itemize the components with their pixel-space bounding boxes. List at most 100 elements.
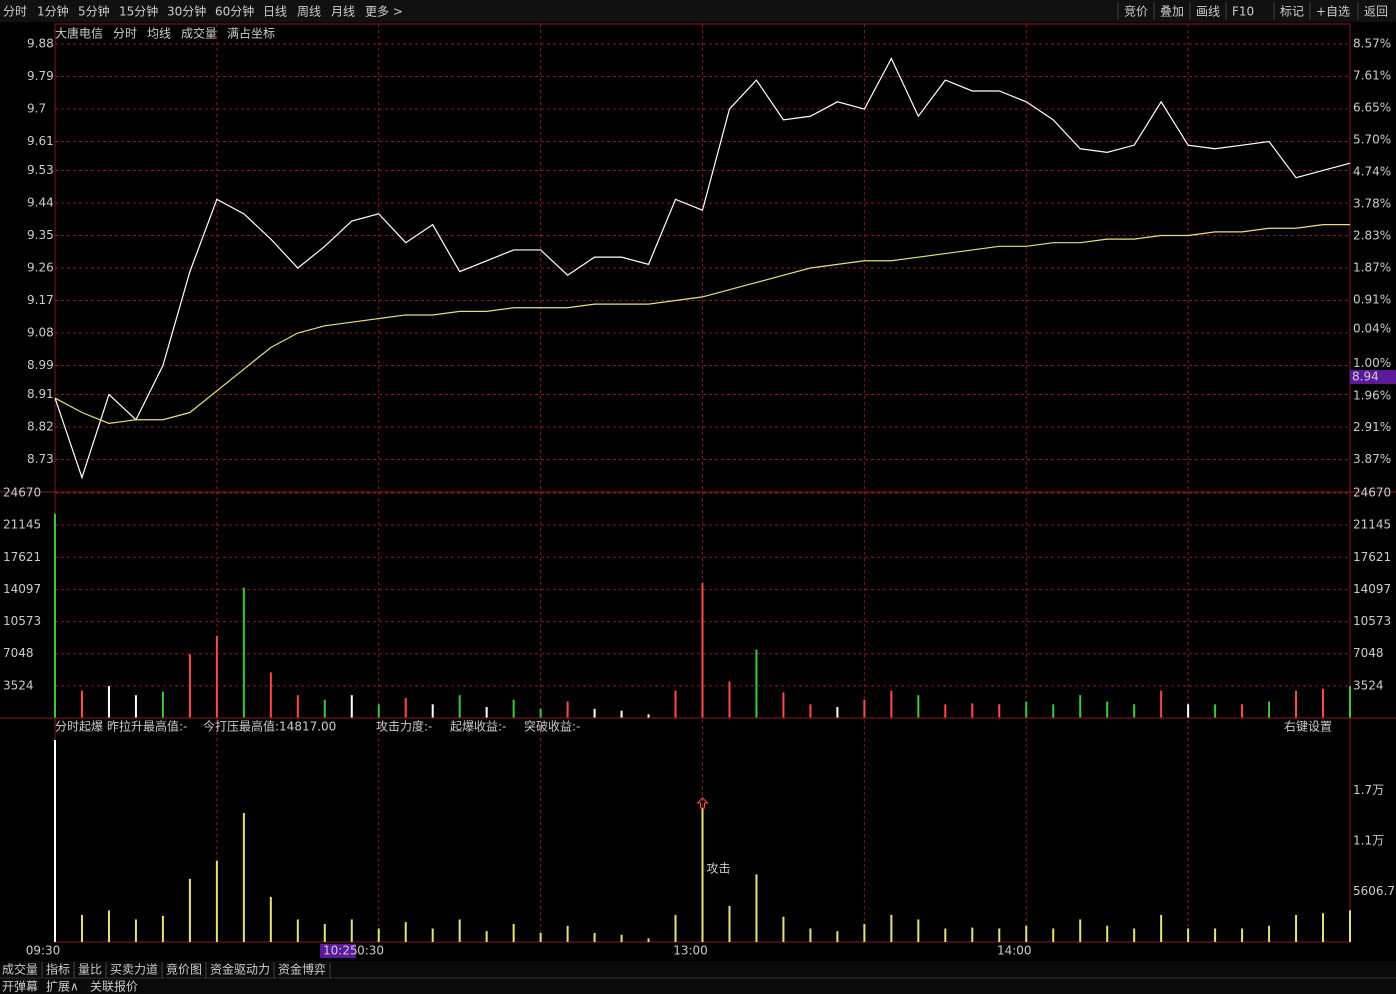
volume-bar: [323, 699, 326, 718]
indicator-bar: [890, 914, 893, 942]
volume-bar: [242, 587, 245, 718]
indicator-bar: [566, 925, 569, 942]
bottom-item[interactable]: 关联报价: [90, 979, 138, 994]
toolbar-item[interactable]: 更多 >: [365, 5, 403, 19]
y2-tick-label: 0.91%: [1353, 292, 1391, 306]
toolbar-item[interactable]: 竞价: [1124, 5, 1148, 19]
indicator-bar: [917, 919, 920, 942]
indicator-bar: [161, 915, 164, 942]
indicator-header: 今打压最高值:14817.00: [203, 719, 336, 734]
indicator-bar: [350, 919, 353, 942]
toolbar-item[interactable]: 叠加: [1160, 5, 1184, 19]
indicator-header: 分时起爆: [55, 720, 103, 734]
indicator-bar: [323, 923, 326, 942]
indicator-bar: [863, 923, 866, 942]
toolbar-item[interactable]: 60分钟: [215, 4, 254, 19]
tab[interactable]: 资金博弈: [278, 962, 326, 977]
annotation: 攻击: [707, 862, 731, 876]
toolbar-item[interactable]: 画线: [1196, 5, 1220, 19]
volume-bar: [1133, 704, 1136, 718]
indicator-bar: [701, 808, 704, 942]
y-tick-label: 8.99: [27, 358, 54, 372]
indicator-bar: [1133, 928, 1136, 942]
indicator-settings[interactable]: 右键设置: [1284, 719, 1332, 734]
tab[interactable]: 成交量: [2, 962, 38, 977]
price-header: 分时: [113, 27, 137, 41]
y2-tick-label: 8.57%: [1353, 37, 1391, 51]
toolbar-item[interactable]: 分时: [3, 5, 27, 19]
indicator-bar: [1079, 919, 1082, 942]
y-tick-label: 9.17: [27, 293, 54, 307]
toolbar-item[interactable]: 15分钟: [119, 4, 158, 19]
indicator-bar: [404, 922, 407, 942]
toolbar-item[interactable]: 返回: [1364, 5, 1388, 19]
price-line: [54, 224, 1350, 424]
indicator-bar: [296, 919, 299, 942]
y2-tick-label: 10573: [1353, 614, 1391, 628]
volume-bar: [836, 707, 839, 718]
volume-bar: [485, 707, 488, 718]
bottom-item[interactable]: 开弹幕: [2, 980, 38, 994]
bottom-item[interactable]: 扩展∧: [46, 980, 79, 994]
y2-tick-label: 21145: [1353, 518, 1391, 532]
indicator-bar: [134, 919, 137, 942]
tab[interactable]: 指标: [46, 962, 70, 977]
volume-bar: [539, 708, 542, 718]
volume-bar: [350, 695, 353, 718]
indicator-bar: [1322, 913, 1325, 942]
volume-bar: [998, 704, 1001, 718]
y-tick-label: 21145: [3, 518, 41, 532]
cursor-time: 10:25: [323, 944, 358, 958]
y2-tick-label: 2.91%: [1353, 420, 1391, 434]
y2-tick-label: 1.7万: [1353, 783, 1384, 797]
toolbar: [0, 0, 1396, 22]
volume-bar: [890, 690, 893, 718]
volume-bar: [1052, 704, 1055, 718]
volume-bar: [809, 704, 812, 718]
indicator-bar: [269, 896, 272, 942]
volume-bar: [1322, 688, 1325, 718]
y-tick-label: 14097: [3, 582, 41, 596]
toolbar-item[interactable]: 周线: [297, 5, 321, 19]
indicator-bar: [755, 874, 758, 942]
y-tick-label: 10573: [3, 614, 41, 628]
toolbar-item[interactable]: 5分钟: [78, 4, 110, 19]
volume-bar: [944, 704, 947, 718]
price-header: 均线: [147, 27, 171, 41]
volume-bar: [1106, 701, 1109, 718]
y-tick-label: 24670: [3, 486, 41, 500]
price-header: 成交量: [181, 26, 217, 41]
indicator-bar: [512, 923, 515, 942]
y2-tick-label: 3524: [1353, 678, 1384, 692]
y-tick-label: 9.08: [27, 326, 54, 340]
indicator-bar: [1241, 928, 1244, 942]
volume-bar: [863, 699, 866, 718]
y2-tick-label: 6.65%: [1353, 101, 1391, 115]
tab[interactable]: 资金驱动力: [210, 962, 270, 977]
toolbar-item[interactable]: +自选: [1316, 5, 1350, 19]
indicator-bar: [1268, 925, 1271, 942]
toolbar-item[interactable]: 标记: [1280, 5, 1304, 19]
toolbar-item[interactable]: 日线: [263, 5, 287, 19]
tab[interactable]: 竟价图: [166, 963, 202, 977]
volume-bar: [1079, 695, 1082, 718]
tab[interactable]: 买卖力道: [110, 963, 158, 977]
y2-tick-label: 1.1万: [1353, 833, 1384, 847]
volume-bar: [404, 697, 407, 718]
toolbar-item[interactable]: 月线: [331, 5, 355, 19]
indicator-bar: [647, 938, 650, 942]
volume-bar: [620, 710, 623, 718]
y-tick-label: 9.53: [27, 163, 54, 177]
toolbar-item[interactable]: F10: [1232, 5, 1254, 19]
indicator-bar: [1025, 925, 1028, 942]
indicator-bar: [107, 910, 110, 942]
indicator-bar: [728, 905, 731, 942]
indicator-bar: [674, 914, 677, 942]
price-header: 大唐电信: [55, 26, 103, 41]
volume-bar: [971, 703, 974, 718]
volume-bar: [782, 692, 785, 718]
indicator-bar: [1214, 928, 1217, 942]
toolbar-item[interactable]: 1分钟: [37, 4, 69, 19]
toolbar-item[interactable]: 30分钟: [167, 4, 206, 19]
tab[interactable]: 量比: [78, 963, 102, 977]
